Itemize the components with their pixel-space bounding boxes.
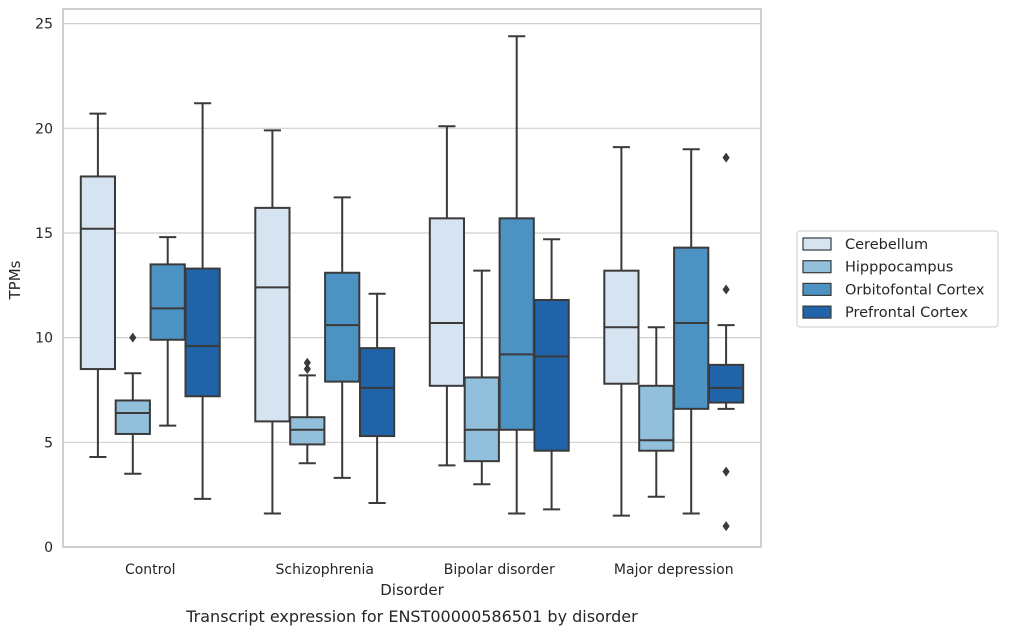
plot-border bbox=[62, 8, 762, 548]
legend-swatch bbox=[802, 305, 832, 319]
outlier-marker bbox=[722, 284, 730, 295]
chart-caption: Transcript expression for ENST0000058650… bbox=[185, 607, 638, 626]
outlier-marker bbox=[722, 521, 730, 532]
legend-swatch bbox=[802, 282, 832, 296]
y-axis-label: TPMs bbox=[6, 260, 24, 300]
box-series bbox=[79, 35, 745, 532]
y-tick-label: 10 bbox=[35, 331, 53, 347]
box-hipppocampus bbox=[463, 269, 500, 486]
box-body bbox=[79, 175, 117, 371]
box-body bbox=[184, 267, 221, 398]
box-orbitofontal-cortex bbox=[149, 236, 186, 427]
box-cerebellum bbox=[428, 125, 466, 467]
box-body bbox=[533, 298, 570, 452]
y-tick-label: 25 bbox=[35, 17, 53, 33]
box-body bbox=[707, 363, 745, 404]
box-body bbox=[289, 416, 326, 446]
box-prefrontal-cortex bbox=[533, 238, 570, 511]
legend-label: Cerebellum bbox=[845, 237, 928, 253]
outlier-marker bbox=[722, 466, 730, 477]
box-body bbox=[428, 217, 466, 387]
box-orbitofontal-cortex bbox=[498, 35, 535, 515]
box-body bbox=[673, 246, 710, 410]
y-tick-label: 15 bbox=[35, 226, 53, 242]
outlier-marker bbox=[303, 364, 311, 375]
box-prefrontal-cortex bbox=[358, 292, 396, 505]
box-body bbox=[114, 399, 151, 435]
y-tick-labels: 0 5 10 15 20 25 bbox=[35, 17, 53, 556]
box-prefrontal-cortex bbox=[707, 152, 745, 532]
box-body bbox=[358, 347, 396, 438]
legend-label: Orbitofontal Cortex bbox=[845, 282, 985, 298]
box-hipppocampus bbox=[114, 332, 151, 475]
x-tick-label: Major depression bbox=[614, 562, 734, 578]
plot-frame bbox=[62, 8, 762, 548]
legend-swatch bbox=[802, 260, 832, 274]
x-tick-label: Control bbox=[125, 562, 176, 578]
box-body bbox=[498, 217, 535, 431]
box-body bbox=[324, 271, 361, 383]
y-tick-label: 20 bbox=[35, 121, 53, 137]
outlier-marker bbox=[722, 152, 730, 163]
legend: Cerebellum Hipppocampus Orbitofontal Corte… bbox=[796, 230, 999, 328]
x-tick-labels: Control Schizophrenia Bipolar disorder Majo… bbox=[125, 562, 734, 578]
x-tick-label: Bipolar disorder bbox=[444, 562, 555, 578]
outlier-marker bbox=[129, 332, 137, 343]
outlier-marker bbox=[303, 357, 311, 368]
box-cerebellum bbox=[603, 146, 640, 517]
y-tick-label: 0 bbox=[44, 540, 53, 556]
box-body bbox=[149, 263, 186, 341]
legend-label: Hipppocampus bbox=[845, 260, 953, 276]
box-orbitofontal-cortex bbox=[673, 148, 710, 515]
y-tick-label: 5 bbox=[44, 435, 53, 451]
x-tick-label: Schizophrenia bbox=[276, 562, 374, 578]
legend-frame bbox=[796, 230, 999, 328]
legend-swatch bbox=[802, 237, 832, 251]
box-body bbox=[254, 206, 291, 423]
box-hipppocampus bbox=[638, 326, 675, 498]
box-cerebellum bbox=[79, 112, 117, 458]
x-axis-label: Disorder bbox=[380, 581, 444, 599]
legend-label: Prefrontal Cortex bbox=[845, 305, 968, 321]
box-prefrontal-cortex bbox=[184, 102, 221, 500]
box-body bbox=[463, 376, 500, 463]
box-cerebellum bbox=[254, 129, 291, 515]
box-orbitofontal-cortex bbox=[324, 196, 361, 479]
box-hipppocampus bbox=[289, 357, 326, 465]
